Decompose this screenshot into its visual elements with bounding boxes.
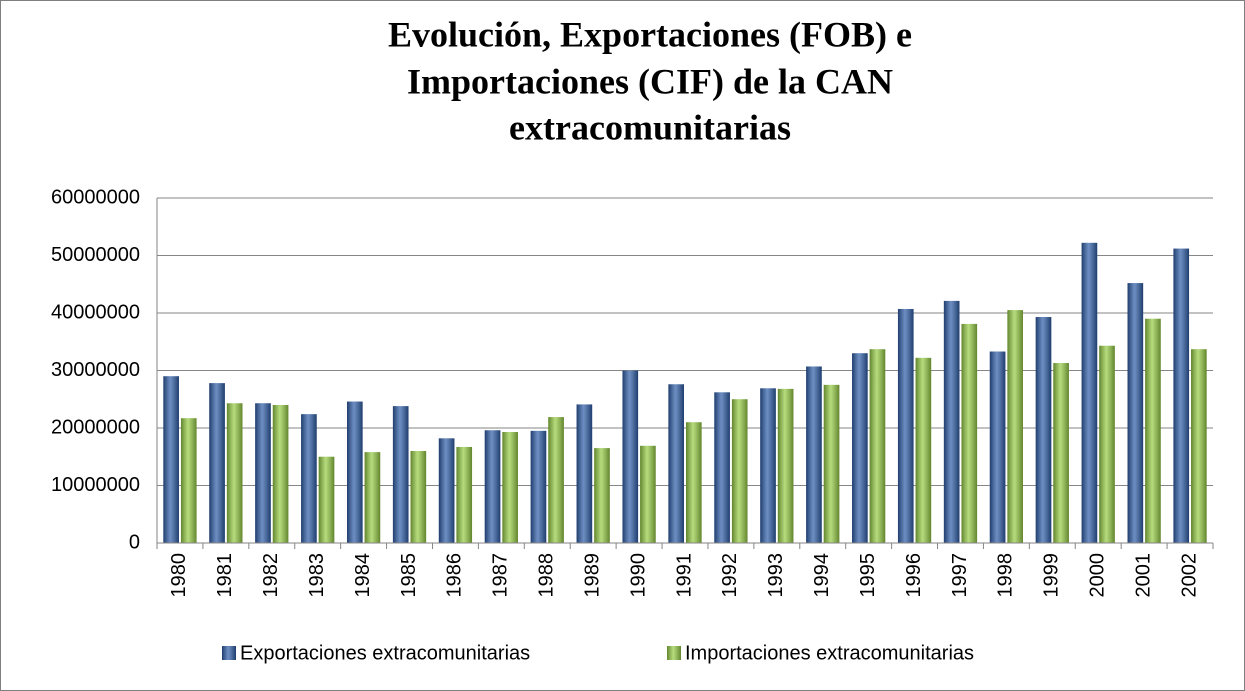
- bar-shade: [163, 376, 179, 543]
- bar-shade: [622, 370, 639, 543]
- legend-swatch-shade: [222, 646, 236, 660]
- bar-shade: [1053, 363, 1069, 543]
- y-tick-label: 50000000: [51, 244, 140, 266]
- x-tick-label: 1991: [673, 553, 695, 598]
- bar-shade: [255, 403, 271, 543]
- bar-shade: [897, 308, 914, 543]
- bar-shade: [364, 452, 381, 543]
- bar-shade: [392, 406, 409, 543]
- x-tick-label: 1999: [1041, 553, 1063, 598]
- bar-shade: [1081, 242, 1098, 543]
- y-tick-label: 0: [129, 531, 140, 553]
- bar-shade: [410, 451, 427, 543]
- x-tick-label: 1997: [949, 553, 971, 598]
- bar-shade: [869, 349, 886, 543]
- x-tick-label: 2000: [1086, 553, 1108, 598]
- x-tick-label: 2001: [1132, 553, 1154, 598]
- x-tick-label: 1986: [444, 553, 466, 598]
- x-tick-label: 1981: [214, 553, 236, 598]
- x-tick-label: 1987: [490, 553, 512, 598]
- bar-shade: [1145, 318, 1161, 543]
- bar-shade: [806, 366, 822, 543]
- bar-shade: [714, 392, 730, 543]
- bar-shade: [1035, 317, 1052, 543]
- x-tick-label: 1985: [398, 553, 420, 598]
- bar-shade: [301, 414, 317, 543]
- y-tick-label: 60000000: [51, 186, 140, 208]
- x-tick-label: 1982: [260, 553, 282, 598]
- x-tick-label: 1992: [719, 553, 741, 598]
- y-tick-label: 30000000: [51, 359, 140, 381]
- bar-shade: [668, 384, 684, 543]
- x-tick-label: 1996: [903, 553, 925, 598]
- bar-shade: [640, 445, 656, 543]
- bar-shade: [209, 383, 225, 543]
- bar-shade: [1173, 248, 1190, 543]
- bar-shade: [1099, 345, 1115, 543]
- bar-shade: [731, 399, 748, 543]
- bar-shade: [530, 430, 547, 543]
- bar-shade: [915, 357, 932, 543]
- bar-shade: [594, 448, 610, 543]
- bar-shade: [777, 388, 794, 543]
- bar-shade: [943, 300, 960, 543]
- bar-shade: [438, 438, 455, 543]
- bar-shade: [576, 404, 593, 543]
- bar-shade: [989, 351, 1006, 543]
- chart-title: Evolución, Exportaciones (FOB) e: [388, 14, 912, 54]
- bar-shade: [852, 353, 868, 543]
- bar-shade: [456, 446, 473, 543]
- x-tick-label: 1980: [168, 553, 190, 598]
- bar-shade: [180, 418, 197, 543]
- x-tick-label: 2002: [1178, 553, 1200, 598]
- bar-shade: [484, 430, 501, 543]
- bar-shade: [226, 403, 243, 543]
- chart-title: extracomunitarias: [509, 107, 791, 147]
- bar-shade: [272, 405, 289, 543]
- bar-shade: [346, 401, 363, 543]
- bar-shade: [1191, 349, 1207, 543]
- x-tick-label: 1989: [581, 553, 603, 598]
- bar-shade: [502, 432, 518, 543]
- chart-title: Importaciones (CIF) de la CAN: [407, 61, 893, 101]
- bar-shade: [1007, 310, 1024, 543]
- bar-shade: [548, 417, 564, 543]
- x-tick-label: 1994: [811, 553, 833, 598]
- bar-shade: [823, 384, 840, 543]
- x-tick-label: 1998: [995, 553, 1017, 598]
- y-tick-label: 40000000: [51, 301, 140, 323]
- x-tick-label: 1988: [536, 553, 558, 598]
- y-tick-label: 20000000: [51, 416, 140, 438]
- bar-shade: [961, 323, 978, 543]
- x-tick-label: 1983: [306, 553, 328, 598]
- bar-shade: [686, 422, 702, 543]
- x-tick-label: 1984: [352, 553, 374, 598]
- bar-shade: [760, 388, 776, 543]
- x-tick-label: 1990: [627, 553, 649, 598]
- x-tick-label: 1995: [857, 553, 879, 598]
- x-tick-label: 1993: [765, 553, 787, 598]
- legend-label: Exportaciones extracomunitarias: [240, 642, 530, 664]
- bar-shade: [318, 456, 335, 543]
- legend-label: Importaciones extracomunitarias: [685, 642, 974, 664]
- y-tick-label: 10000000: [51, 474, 140, 496]
- legend-swatch-shade: [667, 646, 681, 660]
- bar-shade: [1127, 283, 1144, 543]
